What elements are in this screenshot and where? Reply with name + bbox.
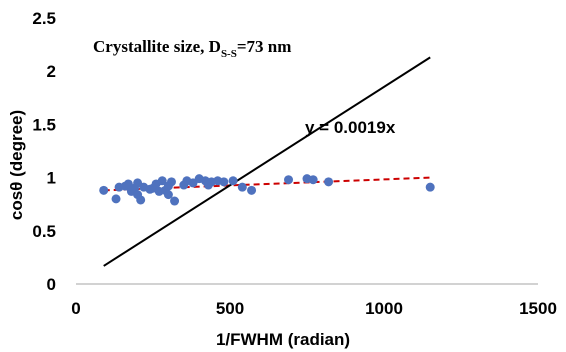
data-point xyxy=(157,176,167,186)
y-tick-label: 2 xyxy=(47,62,56,81)
y-tick-label: 2.5 xyxy=(32,9,56,28)
data-point xyxy=(425,182,435,192)
data-point xyxy=(170,196,180,206)
y-tick-label: 0.5 xyxy=(32,222,56,241)
y-tick-label: 0 xyxy=(47,275,56,294)
data-point xyxy=(163,190,173,200)
data-point xyxy=(324,177,334,187)
data-points xyxy=(99,174,435,206)
data-point xyxy=(284,175,294,185)
data-point xyxy=(308,175,318,185)
x-tick-label: 1000 xyxy=(365,299,403,318)
y-tick-label: 1 xyxy=(47,169,56,188)
data-point xyxy=(237,182,247,192)
data-point xyxy=(136,195,146,205)
x-tick-label: 0 xyxy=(71,299,80,318)
fit-lines xyxy=(103,56,431,267)
data-point xyxy=(166,177,176,187)
data-point xyxy=(219,177,229,187)
x-tick-labels: 0 500 1000 1500 xyxy=(71,299,557,318)
x-tick-label: 1500 xyxy=(519,299,557,318)
y-axis-title: cosθ (degree) xyxy=(7,110,26,220)
data-point xyxy=(247,185,257,195)
data-point xyxy=(111,194,121,204)
equation-label: y = 0.0019x xyxy=(305,118,396,137)
y-tick-labels: 0 0.5 1 1.5 2 2.5 xyxy=(32,9,56,294)
linear-fit-line xyxy=(103,56,431,267)
y-tick-label: 1.5 xyxy=(32,115,56,134)
annotation-text: Crystallite size, DS-S=73 nm xyxy=(93,37,291,60)
data-point xyxy=(228,176,238,186)
x-tick-label: 500 xyxy=(216,299,244,318)
x-axis-title: 1/FWHM (radian) xyxy=(216,330,350,349)
data-point xyxy=(99,185,109,195)
